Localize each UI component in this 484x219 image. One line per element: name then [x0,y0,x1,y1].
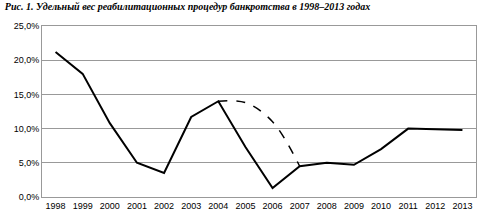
svg-text:15,0%: 15,0% [14,90,40,100]
svg-text:2011: 2011 [399,201,418,211]
svg-text:2009: 2009 [344,201,364,211]
svg-text:2007: 2007 [290,201,310,211]
svg-text:25,0%: 25,0% [14,21,40,31]
svg-text:2003: 2003 [181,201,201,211]
svg-text:1999: 1999 [73,201,93,211]
svg-text:2006: 2006 [263,201,283,211]
svg-text:2004: 2004 [208,201,228,211]
svg-text:2012: 2012 [425,201,445,211]
svg-text:Рис. 1. Удельный вес реабилита: Рис. 1. Удельный вес реабилитационных пр… [5,1,370,12]
svg-text:2010: 2010 [371,201,391,211]
svg-text:2008: 2008 [317,201,337,211]
svg-text:2000: 2000 [100,201,120,211]
svg-text:2013: 2013 [452,201,472,211]
svg-text:5,0%: 5,0% [19,158,40,168]
svg-text:0,0%: 0,0% [19,192,40,202]
svg-text:20,0%: 20,0% [14,55,40,65]
svg-text:10,0%: 10,0% [14,124,40,134]
svg-text:1998: 1998 [46,201,66,211]
svg-text:2002: 2002 [154,201,174,211]
svg-text:2001: 2001 [127,201,147,211]
svg-text:2005: 2005 [235,201,255,211]
